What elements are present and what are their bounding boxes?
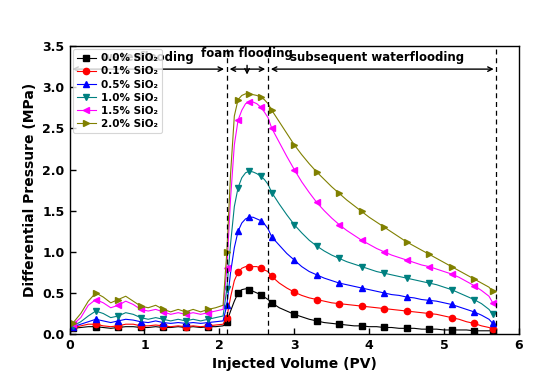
2.0% SiO₂ — [336, 191, 342, 196]
0.1% SiO₂ — [130, 322, 136, 326]
1.0% SiO₂ — [328, 253, 335, 257]
Line: 1.0% SiO₂: 1.0% SiO₂ — [70, 168, 496, 329]
Line: 2.0% SiO₂: 2.0% SiO₂ — [70, 91, 496, 326]
0.5% SiO₂ — [291, 258, 297, 262]
Line: 0.1% SiO₂: 0.1% SiO₂ — [70, 263, 496, 332]
0.1% SiO₂ — [265, 269, 271, 274]
0.0% SiO₂ — [242, 286, 249, 291]
1.0% SiO₂ — [246, 169, 253, 174]
0.5% SiO₂ — [130, 318, 136, 323]
1.5% SiO₂ — [242, 101, 249, 106]
1.5% SiO₂ — [246, 100, 253, 104]
0.0% SiO₂ — [471, 328, 477, 333]
1.0% SiO₂ — [130, 312, 136, 317]
1.5% SiO₂ — [336, 222, 342, 227]
1.0% SiO₂ — [265, 182, 271, 187]
0.1% SiO₂ — [336, 301, 342, 306]
Text: waterflooding: waterflooding — [102, 51, 195, 64]
0.0% SiO₂ — [291, 312, 297, 317]
0.0% SiO₂ — [490, 328, 496, 333]
2.0% SiO₂ — [265, 101, 271, 106]
2.0% SiO₂ — [70, 320, 77, 325]
Line: 0.5% SiO₂: 0.5% SiO₂ — [70, 214, 496, 330]
0.1% SiO₂ — [70, 325, 77, 330]
0.5% SiO₂ — [490, 321, 496, 326]
2.0% SiO₂ — [246, 91, 253, 96]
0.5% SiO₂ — [70, 324, 77, 329]
1.0% SiO₂ — [242, 170, 249, 175]
2.0% SiO₂ — [328, 184, 335, 189]
0.1% SiO₂ — [291, 290, 297, 295]
2.0% SiO₂ — [490, 289, 496, 294]
1.5% SiO₂ — [291, 167, 297, 172]
X-axis label: Injected Volume (PV): Injected Volume (PV) — [212, 358, 377, 371]
2.0% SiO₂ — [291, 142, 297, 147]
0.0% SiO₂ — [130, 324, 136, 329]
Text: foam flooding: foam flooding — [201, 47, 293, 60]
0.0% SiO₂ — [328, 321, 335, 326]
Line: 1.5% SiO₂: 1.5% SiO₂ — [70, 99, 496, 327]
0.0% SiO₂ — [265, 297, 271, 302]
1.5% SiO₂ — [328, 216, 335, 220]
1.5% SiO₂ — [70, 322, 77, 326]
0.1% SiO₂ — [328, 301, 335, 305]
1.0% SiO₂ — [336, 256, 342, 261]
Legend: 0.0% SiO₂, 0.1% SiO₂, 0.5% SiO₂, 1.0% SiO₂, 1.5% SiO₂, 2.0% SiO₂: 0.0% SiO₂, 0.1% SiO₂, 0.5% SiO₂, 1.0% Si… — [73, 49, 162, 133]
1.5% SiO₂ — [130, 302, 136, 307]
0.1% SiO₂ — [246, 264, 253, 269]
0.0% SiO₂ — [246, 287, 253, 292]
0.0% SiO₂ — [336, 322, 342, 326]
1.0% SiO₂ — [70, 324, 77, 328]
0.1% SiO₂ — [490, 327, 496, 331]
0.5% SiO₂ — [246, 215, 253, 220]
1.5% SiO₂ — [265, 115, 271, 120]
0.1% SiO₂ — [242, 264, 249, 269]
1.0% SiO₂ — [490, 312, 496, 317]
0.5% SiO₂ — [328, 278, 335, 283]
Text: subsequent waterflooding: subsequent waterflooding — [289, 51, 464, 64]
Line: 0.0% SiO₂: 0.0% SiO₂ — [70, 286, 496, 334]
Y-axis label: Differential Pressure (MPa): Differential Pressure (MPa) — [23, 83, 37, 297]
2.0% SiO₂ — [130, 299, 136, 303]
0.5% SiO₂ — [242, 217, 249, 221]
1.5% SiO₂ — [490, 301, 496, 305]
2.0% SiO₂ — [242, 91, 249, 96]
0.5% SiO₂ — [265, 227, 271, 231]
0.5% SiO₂ — [336, 281, 342, 285]
1.0% SiO₂ — [291, 222, 297, 227]
0.0% SiO₂ — [70, 326, 77, 331]
